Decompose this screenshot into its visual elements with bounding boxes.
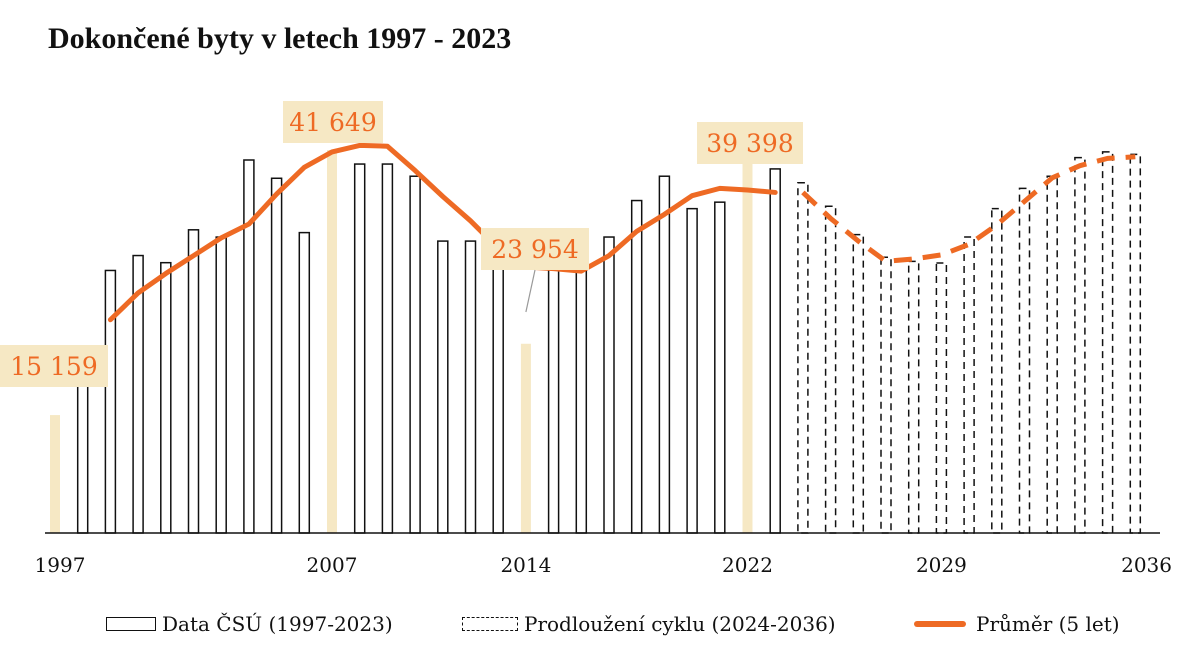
callout-box-1997 [0, 345, 108, 387]
bar-2004 [243, 159, 255, 534]
callout-label-2007: 41 649 [289, 108, 376, 137]
legend-label: Průměr (5 let) [976, 612, 1120, 636]
legend: Data ČSÚ (1997-2023) Prodloužení cyklu (… [0, 604, 1200, 644]
projected-bar-2036 [1129, 153, 1142, 534]
legend-item-prumer: Průměr (5 let) [914, 604, 1120, 644]
projected-bar-2028 [907, 260, 920, 534]
callout-box-2007 [283, 101, 383, 143]
projected-bars [797, 151, 1142, 534]
projected-bar-2030 [963, 236, 975, 534]
bar-2006 [298, 231, 311, 534]
bar-2001 [160, 261, 172, 534]
bar-2018 [630, 199, 643, 534]
projected-bar-2026 [852, 233, 865, 534]
legend-swatch-solid [106, 617, 156, 631]
callout-label-1997: 15 159 [10, 352, 97, 381]
projected-bar-2032 [1018, 187, 1031, 534]
actual-bars [76, 159, 781, 534]
legend-swatch-dashed [462, 617, 518, 631]
projected-bar-2034 [1074, 156, 1086, 534]
bar-2010 [409, 175, 421, 534]
callout-box-2014 [481, 228, 589, 270]
highlight-band-2014 [520, 343, 531, 533]
bar-2013 [492, 256, 504, 534]
bar-2002 [187, 229, 200, 534]
legend-swatch-line [914, 621, 966, 627]
projected-bar-2031 [991, 207, 1003, 534]
projected-bar-2029 [935, 262, 948, 534]
projected-bar-2035 [1101, 151, 1114, 534]
bar-2005 [270, 177, 283, 534]
bar-2016 [575, 232, 588, 534]
x-tick-label-1997: 1997 [35, 553, 86, 577]
x-axis-ticks: 1997 2007 2014 2022 2029 2036 [35, 553, 1172, 577]
x-tick-label-2029: 2029 [916, 553, 967, 577]
callouts: 15 159 41 649 23 954 39 398 [0, 101, 803, 387]
legend-label: Data ČSÚ (1997-2023) [162, 612, 393, 636]
bar-2012 [464, 240, 477, 534]
legend-item-data-csu: Data ČSÚ (1997-2023) [106, 604, 393, 644]
x-tick-label-2014: 2014 [500, 553, 551, 577]
projected-bar-2024 [797, 181, 809, 534]
average-line [107, 142, 778, 323]
bar-2017 [603, 236, 615, 534]
callout-leader-2014 [525, 269, 536, 313]
bar-2020 [686, 207, 698, 534]
bar-2015 [547, 256, 560, 534]
x-tick-label-2036: 2036 [1121, 553, 1172, 577]
legend-label: Prodloužení cyklu (2024-2036) [524, 612, 836, 636]
bar-2008 [353, 163, 366, 534]
highlight-band-2007 [327, 150, 337, 533]
bar-2021 [714, 201, 726, 534]
average-line-projected [801, 154, 1136, 264]
bar-2011 [437, 240, 449, 534]
average-lines [107, 142, 1136, 323]
highlight-band-2022 [742, 140, 753, 533]
legend-item-prodlouzeni: Prodloužení cyklu (2024-2036) [462, 604, 836, 644]
highlight-band-1997 [50, 415, 60, 533]
bar-2023 [769, 168, 781, 534]
bar-2019 [658, 175, 671, 534]
bar-1999 [104, 269, 117, 534]
highlight-bands [50, 140, 753, 533]
callout-label-2022: 39 398 [706, 129, 793, 158]
callout-label-2014: 23 954 [491, 235, 578, 264]
callout-box-2022 [697, 122, 803, 164]
bar-2009 [381, 163, 394, 534]
x-tick-label-2007: 2007 [307, 553, 358, 577]
bar-2003 [215, 236, 227, 534]
projected-bar-2033 [1046, 175, 1058, 534]
x-tick-label-2022: 2022 [722, 553, 773, 577]
projected-bar-2025 [824, 205, 837, 534]
projected-bar-2027 [880, 256, 892, 534]
chart-title: Dokončené byty v letech 1997 - 2023 [48, 22, 512, 55]
